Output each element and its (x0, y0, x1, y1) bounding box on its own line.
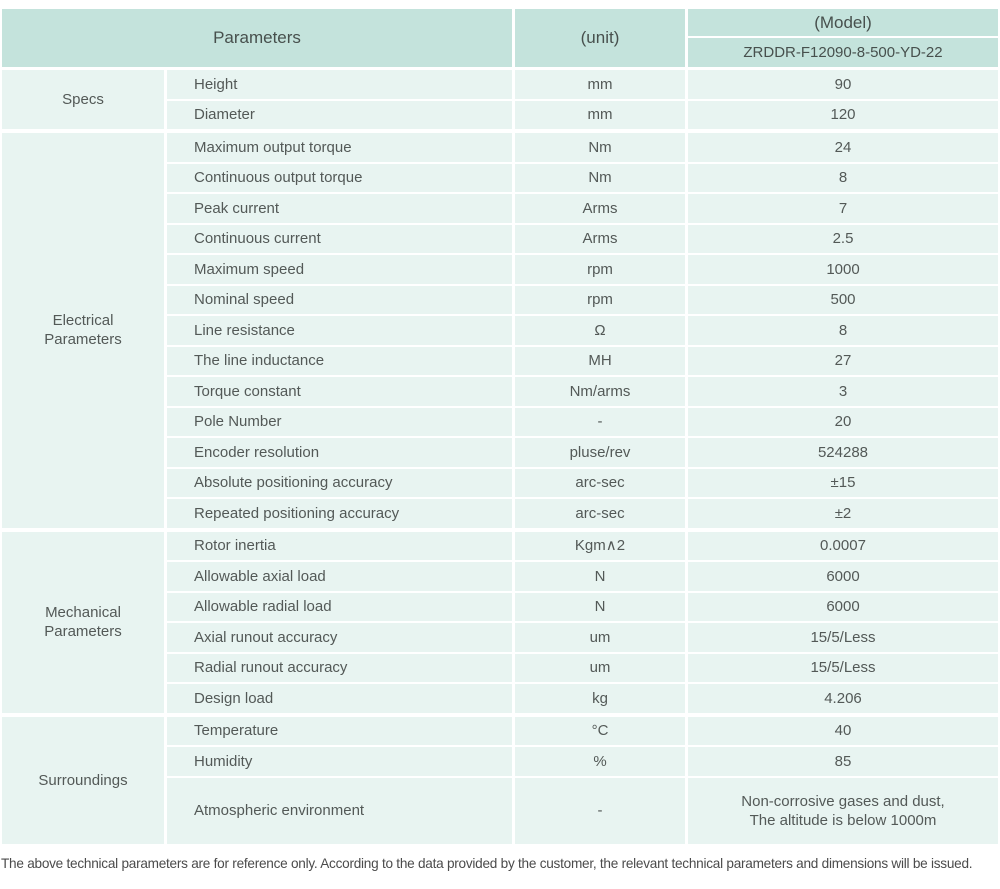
unit-cell: rpm (515, 255, 685, 284)
value-cell: 20 (688, 407, 998, 436)
unit-cell: °C (515, 716, 685, 745)
category-cell: Surroundings (2, 716, 164, 844)
footer-note: The above technical parameters are for r… (1, 855, 973, 871)
value-cell: 15/5/Less (688, 653, 998, 682)
unit-cell: Kgm∧2 (515, 531, 685, 560)
value-cell: 3 (688, 377, 998, 406)
param-cell: Pole Number (167, 407, 512, 436)
category-cell: Electrical Parameters (2, 133, 164, 528)
param-cell: Absolute positioning accuracy (167, 468, 512, 497)
unit-cell: arc-sec (515, 499, 685, 528)
value-cell: 524288 (688, 438, 998, 467)
param-cell: Line resistance (167, 316, 512, 345)
value-cell: 15/5/Less (688, 623, 998, 652)
table-section: Specs Height mm 90 Diameter mm 120 (2, 70, 998, 129)
value-cell: 85 (688, 747, 998, 776)
unit-cell: N (515, 592, 685, 621)
value-cell: 6000 (688, 562, 998, 591)
unit-cell: Nm/arms (515, 377, 685, 406)
param-cell: Nominal speed (167, 285, 512, 314)
value-cell: 40 (688, 716, 998, 745)
param-cell: Encoder resolution (167, 438, 512, 467)
unit-cell: - (515, 777, 685, 844)
parameters-column-header: Parameters (2, 9, 512, 67)
param-cell: Allowable axial load (167, 562, 512, 591)
param-cell: Peak current (167, 194, 512, 223)
unit-cell: pluse/rev (515, 438, 685, 467)
table-section: Surroundings Temperature °C 40 Humidity% 85 At… (2, 716, 998, 844)
value-cell: 27 (688, 346, 998, 375)
param-cell: Torque constant (167, 377, 512, 406)
value-cell: 90 (688, 70, 998, 99)
unit-cell: arc-sec (515, 468, 685, 497)
param-cell: Axial runout accuracy (167, 623, 512, 652)
value-cell: Non-corrosive gases and dust, The altitu… (688, 777, 998, 844)
unit-cell: um (515, 653, 685, 682)
param-cell: Repeated positioning accuracy (167, 499, 512, 528)
table-section: Mechanical Parameters Rotor inertia Kgm∧2 0… (2, 531, 998, 713)
parameters-header-label: Parameters (213, 28, 301, 47)
value-cell: 7 (688, 194, 998, 223)
spec-table: Parameters (unit) (Model) ZRDDR-F12090-8… (2, 9, 998, 844)
param-cell: Height (167, 70, 512, 99)
unit-cell: mm (515, 100, 685, 129)
unit-cell: um (515, 623, 685, 652)
param-cell: Maximum output torque (167, 133, 512, 162)
param-cell: Rotor inertia (167, 531, 512, 560)
unit-cell: - (515, 407, 685, 436)
value-cell: 8 (688, 316, 998, 345)
param-cell: Continuous current (167, 224, 512, 253)
value-cell: 2.5 (688, 224, 998, 253)
unit-cell: rpm (515, 285, 685, 314)
value-cell: ±2 (688, 499, 998, 528)
value-cell: 0.0007 (688, 531, 998, 560)
unit-cell: Arms (515, 224, 685, 253)
value-cell: 24 (688, 133, 998, 162)
category-cell: Mechanical Parameters (2, 531, 164, 713)
unit-cell: Ω (515, 316, 685, 345)
unit-cell: Nm (515, 133, 685, 162)
param-cell: Atmospheric environment (167, 777, 512, 844)
unit-cell: % (515, 747, 685, 776)
table-body: Specs Height mm 90 Diameter mm 120 Electrical P… (2, 70, 998, 844)
category-cell: Specs (2, 70, 164, 129)
param-cell: Diameter (167, 100, 512, 129)
unit-cell: mm (515, 70, 685, 99)
unit-cell: MH (515, 346, 685, 375)
model-number-cell: ZRDDR-F12090-8-500-YD-22 (688, 38, 998, 67)
model-header-label: (Model) (814, 12, 872, 32)
param-cell: Temperature (167, 716, 512, 745)
value-cell: 4.206 (688, 684, 998, 713)
value-cell: 8 (688, 163, 998, 192)
value-cell: 6000 (688, 592, 998, 621)
value-cell: ±15 (688, 468, 998, 497)
param-cell: Maximum speed (167, 255, 512, 284)
model-number: ZRDDR-F12090-8-500-YD-22 (743, 44, 943, 61)
value-cell: 120 (688, 100, 998, 129)
unit-column-header: (unit) (515, 9, 685, 67)
model-column-header: (Model) ZRDDR-F12090-8-500-YD-22 (688, 9, 998, 67)
param-cell: Radial runout accuracy (167, 653, 512, 682)
table-header: Parameters (unit) (Model) ZRDDR-F12090-8… (2, 9, 998, 67)
param-cell: Allowable radial load (167, 592, 512, 621)
unit-header-label: (unit) (580, 28, 620, 47)
param-cell: Humidity (167, 747, 512, 776)
unit-cell: Nm (515, 163, 685, 192)
param-cell: The line inductance (167, 346, 512, 375)
unit-cell: kg (515, 684, 685, 713)
table-section: Electrical Parameters Maximum output torq… (2, 133, 998, 528)
unit-cell: N (515, 562, 685, 591)
model-header-label-cell: (Model) (688, 9, 998, 36)
param-cell: Continuous output torque (167, 163, 512, 192)
value-cell: 1000 (688, 255, 998, 284)
value-cell: 500 (688, 285, 998, 314)
param-cell: Design load (167, 684, 512, 713)
unit-cell: Arms (515, 194, 685, 223)
